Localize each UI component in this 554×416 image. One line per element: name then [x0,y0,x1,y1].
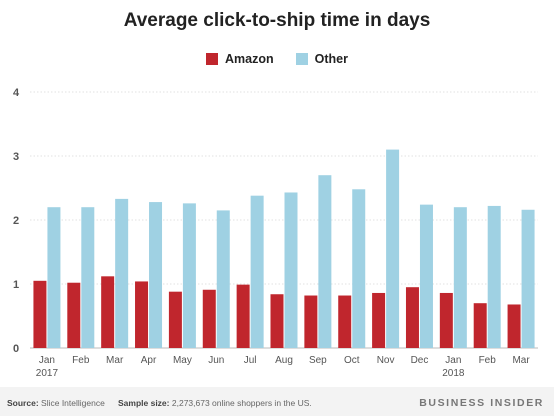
bar-other [419,204,433,348]
x-tick-label: Sep [309,355,327,366]
x-tick-label: Dec [411,355,429,366]
x-tick-label: Mar [512,355,530,366]
x-tick-label: Jan 2017 [36,355,59,379]
bar-other [318,175,332,348]
bar-chart: 0 1 2 3 4 Jan 2017 Feb Mar Apr May Jun Jul Aug Sep Oct N… [13,87,538,379]
source-label: Source: [7,398,39,408]
bar-amazon [473,303,487,348]
x-tick-label-line: Feb [72,355,90,366]
x-tick-label: Mar [106,355,124,366]
x-tick-label-line: Feb [479,355,497,366]
bar-other [386,149,400,348]
x-tick-label-line: Oct [344,355,360,366]
x-tick-label: Jan 2018 [442,355,465,379]
x-tick-label-line: Aug [275,355,293,366]
x-tick-label-line: Jan [445,355,461,366]
y-tick-label: 2 [13,215,19,227]
source-note: Source: Slice Intelligence [7,398,105,408]
y-tick-label: 4 [13,87,20,99]
x-tick-label: Jul [244,355,257,366]
bar-amazon [101,276,115,348]
bar-amazon [405,287,419,348]
x-tick-label: Apr [141,355,157,366]
x-tick-label-line: May [173,355,192,366]
chart-legend: Amazon Other [0,52,554,66]
x-tick-label: Jun [208,355,224,366]
x-tick-label: May [173,355,192,366]
source-value: Slice Intelligence [41,398,105,408]
x-tick-label: Feb [72,355,90,366]
x-tick-label-line: Jul [244,355,257,366]
y-tick-label: 1 [13,279,19,291]
bar-other [81,207,95,348]
x-tick-label: Nov [377,355,395,366]
bar-other [182,203,196,348]
x-tick-label-line: Dec [411,355,429,366]
legend-label-other: Other [314,52,348,66]
bar-other [216,210,230,348]
bar-amazon [33,280,47,348]
bar-other [521,209,535,348]
x-tick-label-line: 2017 [36,368,59,379]
sample-label: Sample size: [118,398,170,408]
legend-label-amazon: Amazon [225,52,274,66]
x-tick-label: Oct [344,355,360,366]
bar-other [284,192,298,348]
x-tick-label-line: Mar [106,355,124,366]
bar-amazon [236,284,250,348]
x-tick-label-line: Nov [377,355,395,366]
bar-amazon [338,295,352,348]
x-tick-label-line: Jan [39,355,55,366]
chart-title: Average click-to-ship time in days [123,10,431,31]
x-tick-label: Aug [275,355,293,366]
bar-amazon [135,281,149,348]
bar-other [149,202,163,348]
bar-amazon [67,282,81,348]
bar-other [487,205,501,348]
footer: Source: Slice Intelligence Sample size: … [0,387,554,416]
y-tick-label: 3 [13,151,19,163]
sample-value: 2,273,673 online shoppers in the US. [171,398,312,408]
bar-other [47,207,61,348]
bar-amazon [439,292,453,348]
bar-amazon [372,292,386,348]
x-tick-label-line: Mar [512,355,530,366]
bar-other [352,189,366,348]
bar-amazon [507,304,521,348]
x-tick-label: Feb [479,355,497,366]
legend-item-amazon: Amazon [206,52,274,66]
bar-other [453,207,467,348]
legend-swatch-amazon [206,53,219,65]
bar-other [250,195,264,348]
sample-size-note: Sample size: 2,273,673 online shoppers i… [118,398,312,408]
x-tick-label-line: Jun [208,355,224,366]
x-tick-label-line: Apr [141,355,157,366]
y-tick-label: 0 [13,343,19,355]
bar-other [115,198,129,348]
legend-swatch-other [295,53,308,65]
x-tick-label-line: 2018 [442,368,465,379]
bar-amazon [168,291,182,348]
bar-amazon [202,289,216,348]
bar-amazon [304,295,318,348]
bar-amazon [270,294,284,348]
brand-logo: BUSINESS INSIDER [419,397,544,409]
legend-item-other: Other [295,52,348,66]
x-tick-label-line: Sep [309,355,327,366]
